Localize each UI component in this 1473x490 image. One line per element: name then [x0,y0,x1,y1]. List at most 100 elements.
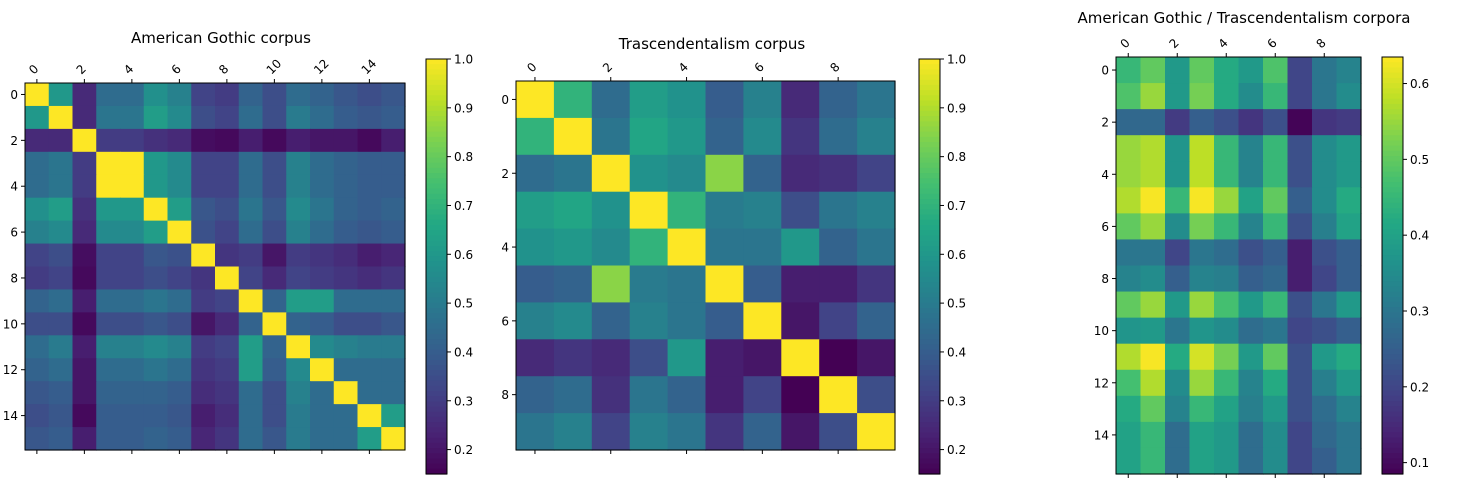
heatmap-cell [667,376,707,414]
heatmap-cell [1336,161,1362,188]
y-tick-label: 2 [10,134,18,148]
colorbar-tick-labels: 0.2 0.3 0.4 0.5 0.6 0.7 0.8 0.9 1.0 [940,53,966,457]
heatmap-cell [167,335,192,359]
colorbar-step [919,199,940,205]
colorbar-step [426,333,447,340]
heatmap-cell [1189,447,1215,475]
heatmap-cell [1214,57,1240,84]
heatmap-cell [120,266,145,291]
heatmap-cell [143,358,169,382]
colorbar-step [426,261,447,268]
colorbar [1381,56,1404,475]
colorbar-step [1382,244,1403,251]
colorbar-tick-label: 0.5 [947,297,966,311]
colorbar-step [919,365,940,371]
heatmap-cell [262,312,287,336]
heatmap-cell [667,302,707,340]
heatmap-cell [143,105,169,130]
colorbar-tick-label: 0.7 [454,199,473,213]
heatmap-cell [357,83,382,107]
colorbar-step [426,116,447,122]
heatmap-cell [120,105,145,130]
colorbar-step [426,110,447,117]
heatmap-cell [120,220,145,245]
heatmap-cell [857,339,896,377]
heatmap-cell [705,413,744,451]
heatmap-cell [48,427,74,451]
heatmap-cell [357,151,382,176]
y-tick-labels: 0 2 4 6 8 10 12 14 [3,88,25,423]
y-tick-label: 10 [1094,324,1109,338]
colorbar-step [1382,401,1403,407]
colorbar-step [426,442,447,449]
heatmap-cell [215,151,240,176]
heatmap-cell [357,427,382,451]
colorbar-step [1382,322,1403,329]
colorbar-step [1382,265,1403,272]
heatmap-cell [1238,135,1264,162]
heatmap-cell [1238,187,1264,214]
heatmap-cell [72,289,97,313]
heatmap-cell [215,83,240,107]
heatmap-cell [96,404,121,428]
heatmap-cell [215,404,240,428]
colorbar-step [426,276,447,283]
colorbar-step [1382,129,1403,136]
heatmap-cell [591,81,631,119]
colorbar-step [1382,88,1403,95]
colorbar-step [1382,348,1403,355]
colorbar-step [1382,114,1403,121]
colorbar-step [919,178,940,185]
colorbar-step [426,385,447,392]
heatmap-cell [191,243,216,268]
heatmap-cell [72,151,97,176]
heatmap-cell [1189,395,1215,423]
heatmap-cell [262,381,287,405]
colorbar-step [426,359,447,366]
heatmap-cell [1263,395,1289,423]
heatmap-cell [72,105,97,130]
heatmap-cell [191,83,216,107]
heatmap-cell [1140,395,1166,423]
heatmap-cell [705,117,744,156]
heatmap-cell [743,117,782,156]
heatmap-cell [1263,213,1289,241]
colorbar-step [1382,109,1403,115]
colorbar-step [1382,57,1403,63]
heatmap-cell [1116,291,1142,319]
colorbar-step [1382,437,1403,444]
colorbar-step [426,266,447,273]
heatmap-cell [1140,317,1166,345]
heatmap-cell [1238,317,1264,345]
heatmap-cell [1287,265,1313,293]
heatmap-cell [1263,187,1289,214]
colorbar-step [1382,62,1403,69]
heatmap-cell [72,128,97,153]
heatmap-cell [781,191,820,230]
heatmap-cell [262,427,287,451]
heatmap-cell [381,312,406,336]
colorbar-step [426,95,447,102]
heatmap-cell [591,413,631,451]
heatmap-cell [819,191,858,230]
heatmap-cell [215,335,240,359]
colorbar-step [1382,390,1403,397]
heatmap-cell [1214,135,1240,162]
heatmap-cell [1189,265,1215,293]
heatmap-cell [1116,187,1142,214]
heatmap-cell [553,191,593,230]
colorbar-step [919,225,940,231]
heatmap-cell [191,220,216,245]
heatmap-cell [48,128,74,153]
colorbar-tick-label: 0.3 [947,394,966,408]
heatmap-cell [1263,291,1289,319]
heatmap-cell [238,83,264,107]
colorbar-step [919,333,940,340]
heatmap-cell [1287,369,1313,397]
colorbar-step [426,391,447,397]
heatmap-cell [1312,369,1338,397]
heatmap-cell [1336,109,1362,136]
heatmap-cell [333,404,359,428]
heatmap-cell [286,174,311,199]
heatmap-cell [48,381,74,405]
